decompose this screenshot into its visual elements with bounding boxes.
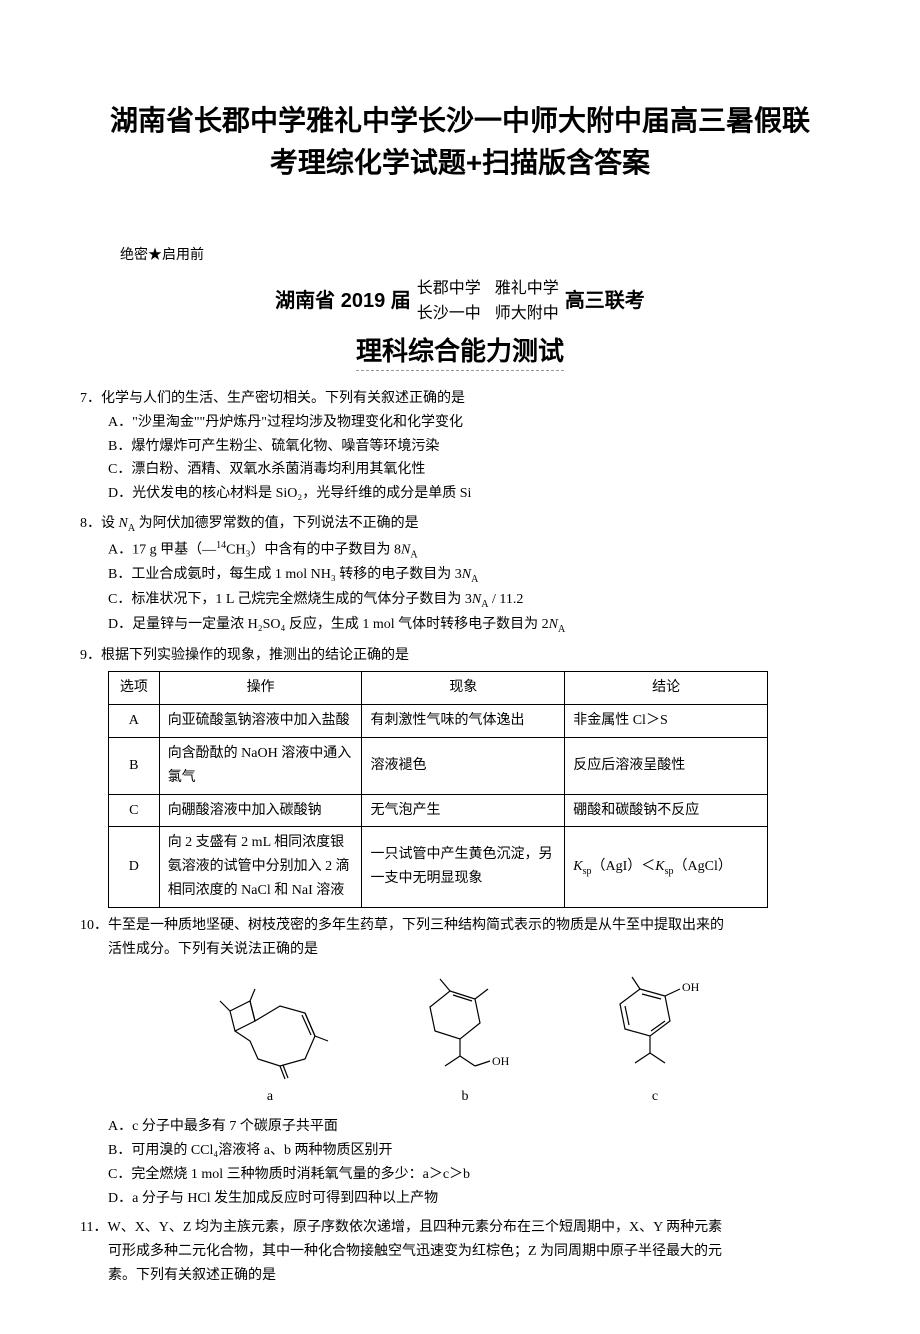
q8-opt-a: A．17 g 甲基（—14CH₃）中含有的中子数目为 8NA [108,537,840,563]
q8-opt-c: C．标准状况下，1 L 己烷完全燃烧生成的气体分子数目为 3NA / 11.2 [108,588,840,613]
school-3: 长沙一中 [417,299,481,323]
province-year: 湖南省 2019 届 [275,284,411,313]
th-ph: 现象 [362,672,565,705]
structures-row: a [80,971,840,1109]
q10-opt-b: B．可用溴的 CCl₄溶液将 a、b 两种物质区别开 [108,1139,840,1163]
exam-title: 理科综合能力测试 [356,331,564,371]
oh-label-b: OH [492,1054,510,1068]
question-11: 11．W、X、Y、Z 均为主族元素，原子序数依次递增，且四种元素分布在三个短周期… [80,1216,840,1287]
q8-opt-d: D．足量锌与一定量浓 H₂SO₄ 反应，生成 1 mol 气体时转移电子数目为 … [108,613,840,638]
q7-opt-c: C．漂白粉、酒精、双氧水杀菌消毒均利用其氧化性 [108,458,840,482]
question-9: 9．根据下列实验操作的现象，推测出的结论正确的是 选项 操作 现象 结论 A 向… [80,644,840,908]
q10-stem-l2: 活性成分。下列有关说法正确的是 [80,938,840,962]
school-4: 师大附中 [495,299,559,323]
question-8: 8．设 NA 为阿伏加德罗常数的值，下列说法不正确的是 A．17 g 甲基（—1… [80,512,840,638]
table-row: A 向亚硫酸氢钠溶液中加入盐酸 有刺激性气味的气体逸出 非金属性 Cl＞S [109,705,768,738]
q9-stem: 9．根据下列实验操作的现象，推测出的结论正确的是 [80,644,840,668]
structure-a-svg [210,981,330,1081]
structure-a-label: a [210,1085,330,1109]
question-7: 7．化学与人们的生活、生产密切相关。下列有关叙述正确的是 A．"沙里淘金""丹炉… [80,387,840,506]
structure-c-svg: OH [600,971,710,1081]
doc-main-title: 湖南省长郡中学雅礼中学长沙一中师大附中届高三暑假联 考理综化学试题+扫描版含答案 [80,100,840,184]
structure-c: OH c [600,971,710,1109]
q10-stem-l1: 10．牛至是一种质地坚硬、树枝茂密的多年生药草，下列三种结构简式表示的物质是从牛… [80,914,840,938]
th-op: 操作 [159,672,362,705]
table-row: B 向含酚酞的 NaOH 溶液中通入氯气 溶液褪色 反应后溶液呈酸性 [109,738,768,795]
school-grid: 长郡中学 雅礼中学 长沙一中 师大附中 [417,274,559,323]
q7-opt-a: A．"沙里淘金""丹炉炼丹"过程均涉及物理变化和化学变化 [108,411,840,435]
school-1: 长郡中学 [417,274,481,298]
q10-opt-d: D．a 分子与 HCl 发生加成反应时可得到四种以上产物 [108,1187,840,1211]
structure-b-label: b [410,1085,520,1109]
th-con: 结论 [565,672,768,705]
q11-stem-l3: 素。下列有关叙述正确的是 [80,1264,840,1288]
q7-opt-b: B．爆竹爆炸可产生粉尘、硫氧化物、噪音等环境污染 [108,435,840,459]
structure-b: OH b [410,971,520,1109]
oh-label-c: OH [682,980,700,994]
table-row: C 向硼酸溶液中加入碳酸钠 无气泡产生 硼酸和碳酸钠不反应 [109,794,768,827]
q7-opt-d: D．光伏发电的核心材料是 SiO₂，光导纤维的成分是单质 Si [108,482,840,506]
exam-header: 湖南省 2019 届 长郡中学 雅礼中学 长沙一中 师大附中 高三联考 [80,274,840,323]
table-row: D 向 2 支盛有 2 mL 相同浓度银氨溶液的试管中分别加入 2 滴相同浓度的… [109,827,768,907]
q10-opt-a: A．c 分子中最多有 7 个碳原子共平面 [108,1115,840,1139]
q10-opt-c: C．完全燃烧 1 mol 三种物质时消耗氧气量的多少：a＞c＞b [108,1163,840,1187]
confidential-label: 绝密★启用前 [120,244,840,264]
q7-stem: 7．化学与人们的生活、生产密切相关。下列有关叙述正确的是 [80,387,840,411]
title-line2: 考理综化学试题+扫描版含答案 [270,147,650,178]
title-line1: 湖南省长郡中学雅礼中学长沙一中师大附中届高三暑假联 [110,105,810,136]
q9-table: 选项 操作 现象 结论 A 向亚硫酸氢钠溶液中加入盐酸 有刺激性气味的气体逸出 … [108,671,768,907]
table-header-row: 选项 操作 现象 结论 [109,672,768,705]
structure-c-label: c [600,1085,710,1109]
q11-stem-l2: 可形成多种二元化合物，其中一种化合物接触空气迅速变为红棕色；Z 为同周期中原子半… [80,1240,840,1264]
q8-opt-b: B．工业合成氨时，每生成 1 mol NH₃ 转移的电子数目为 3NA [108,563,840,588]
question-10: 10．牛至是一种质地坚硬、树枝茂密的多年生药草，下列三种结构简式表示的物质是从牛… [80,914,840,1211]
school-2: 雅礼中学 [495,274,559,298]
structure-b-svg: OH [410,971,520,1081]
th-sel: 选项 [109,672,160,705]
structure-a: a [210,981,330,1109]
q8-stem: 8．设 NA 为阿伏加德罗常数的值，下列说法不正确的是 [80,512,840,537]
q11-stem-l1: 11．W、X、Y、Z 均为主族元素，原子序数依次递增，且四种元素分布在三个短周期… [80,1216,840,1240]
exam-suffix: 高三联考 [565,284,645,313]
